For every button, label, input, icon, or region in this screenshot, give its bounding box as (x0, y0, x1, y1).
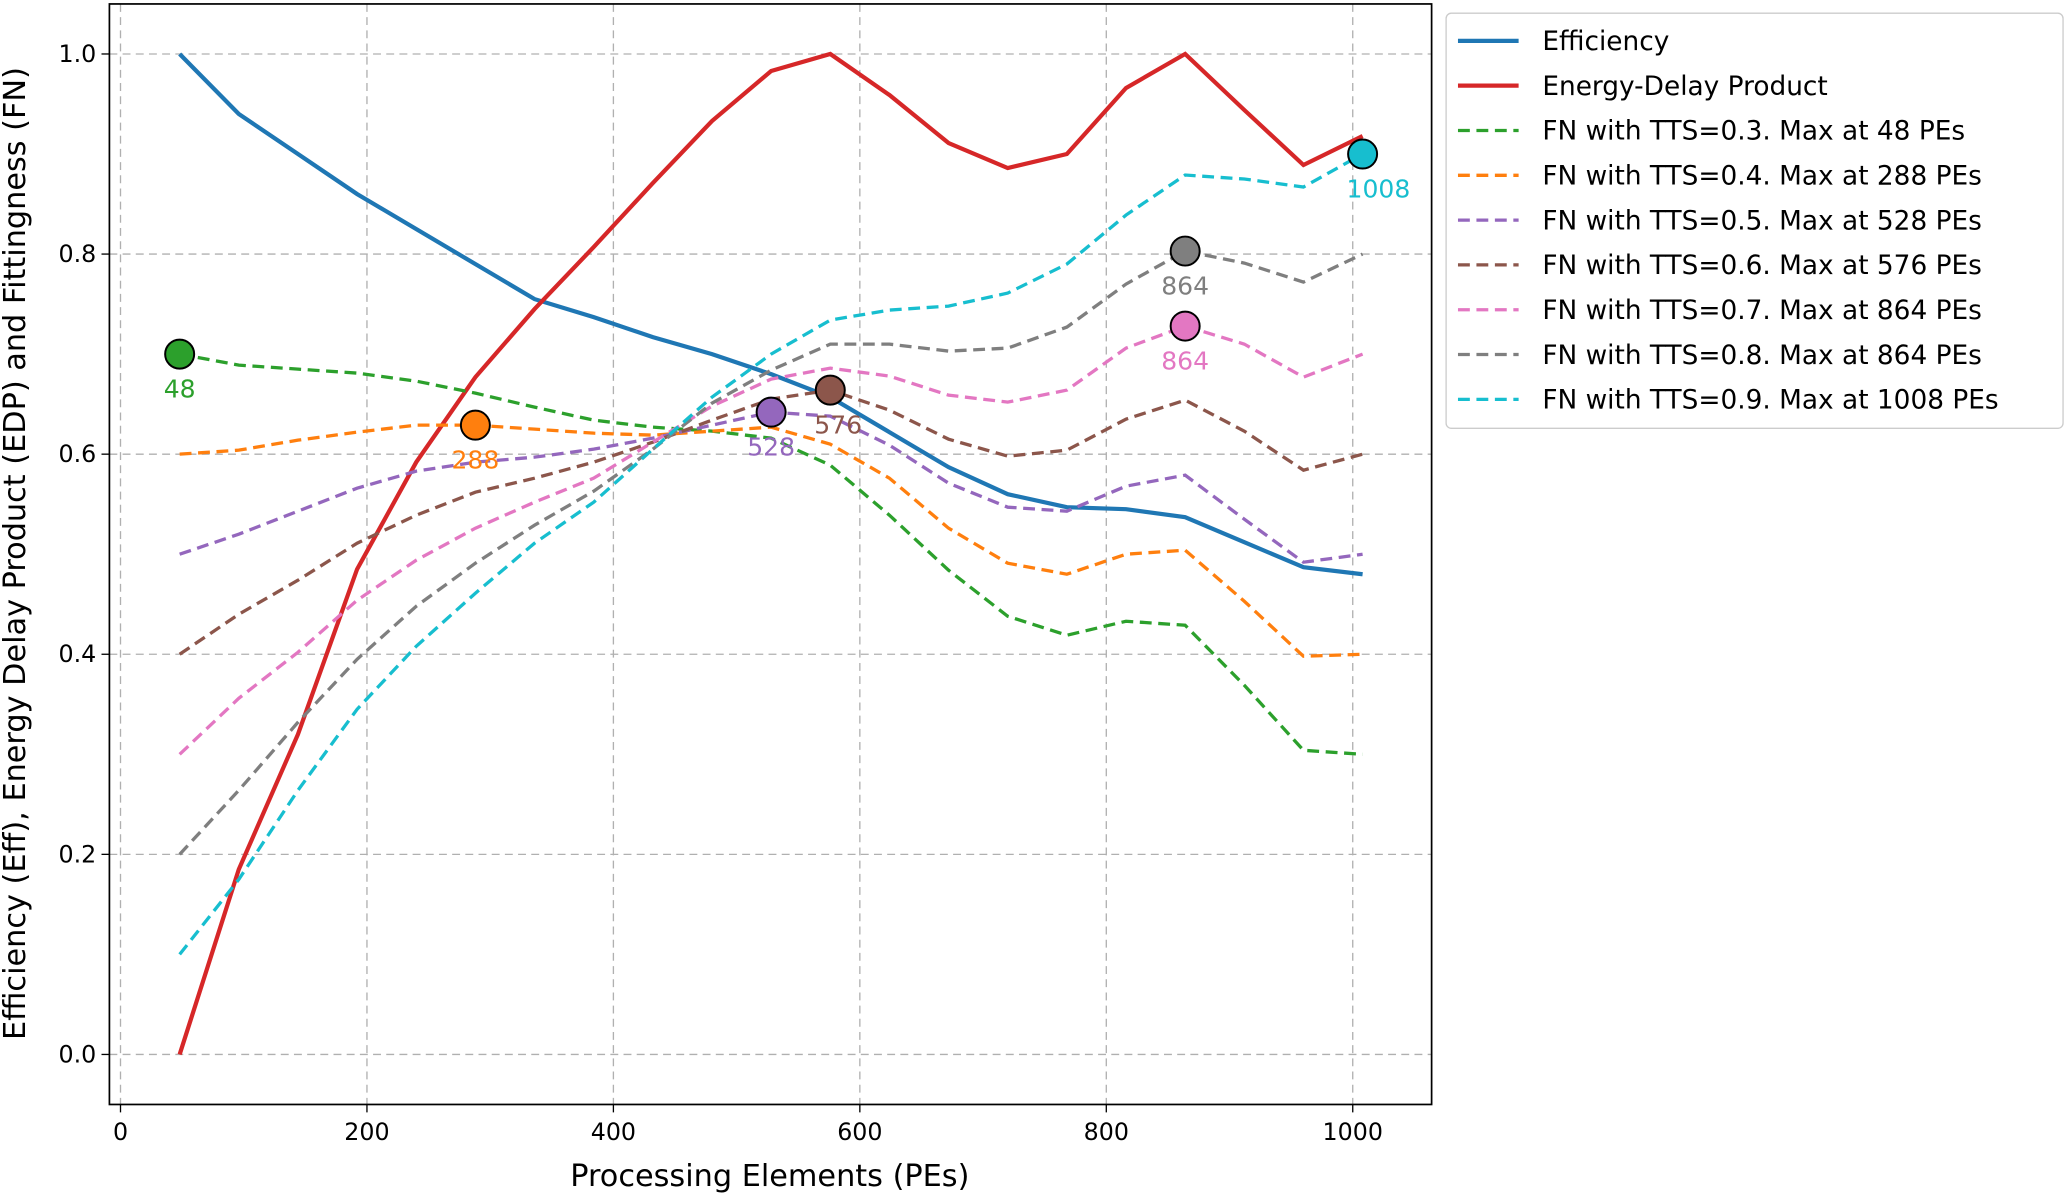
y-tick-label: 0.2 (58, 840, 96, 868)
legend-label: Energy-Delay Product (1542, 72, 1827, 102)
legend-label: FN with TTS=0.8. Max at 864 PEs (1542, 341, 1982, 371)
y-tick-label: 0.6 (58, 440, 96, 468)
max-label: 576 (814, 411, 862, 440)
max-label: 528 (747, 433, 795, 462)
plot-frame (108, 3, 1433, 1106)
max-label: 864 (1161, 272, 1209, 301)
max-label: 288 (451, 446, 499, 475)
x-tick-label: 1000 (1323, 1118, 1383, 1146)
legend-label: FN with TTS=0.4. Max at 288 PEs (1542, 162, 1982, 192)
x-axis-label: Processing Elements (PEs) (570, 1159, 969, 1194)
max-marker (1169, 235, 1201, 267)
series-line (177, 51, 1364, 1056)
y-tick-label: 0.0 (58, 1040, 96, 1068)
legend-label: FN with TTS=0.7. Max at 864 PEs (1542, 296, 1982, 326)
legend-label: FN with TTS=0.6. Max at 576 PEs (1542, 251, 1982, 281)
max-label: 864 (1161, 347, 1209, 376)
series-line (179, 352, 1363, 756)
x-tick-label: 800 (1084, 1118, 1129, 1146)
legend-label: Efficiency (1542, 27, 1669, 57)
max-marker (459, 409, 491, 441)
legend-box (1445, 12, 2064, 430)
y-axis-label: Efficiency (Eff), Energy Delay Product (… (0, 67, 33, 1040)
x-tick-label: 200 (344, 1118, 389, 1146)
max-marker (814, 374, 846, 406)
y-tick-label: 1.0 (58, 40, 96, 68)
series-line (178, 324, 1364, 756)
series-line (178, 52, 1363, 577)
max-marker (755, 396, 787, 428)
x-tick-label: 0 (113, 1118, 128, 1146)
series-line (178, 388, 1364, 656)
max-label: 1008 (1347, 175, 1411, 204)
max-marker (1169, 310, 1201, 342)
series-line (178, 152, 1364, 956)
y-tick-label: 0.8 (58, 240, 96, 268)
x-tick-label: 600 (837, 1118, 882, 1146)
x-tick-label: 400 (591, 1118, 636, 1146)
max-marker (164, 338, 196, 370)
legend-label: FN with TTS=0.5. Max at 528 PEs (1542, 206, 1982, 236)
y-tick-label: 0.4 (58, 640, 96, 668)
max-marker (1347, 138, 1379, 170)
legend-label: FN with TTS=0.9. Max at 1008 PEs (1542, 386, 1998, 416)
legend-label: FN with TTS=0.3. Max at 48 PEs (1542, 117, 1965, 147)
max-label: 48 (164, 375, 196, 404)
